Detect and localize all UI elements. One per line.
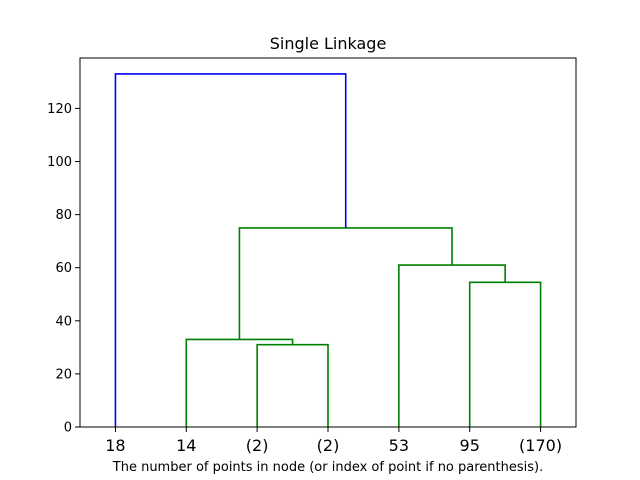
leaf-label: 95 [460, 436, 480, 455]
dendrogram-link [398, 264, 506, 427]
x-axis: 18 14 (2) (2) 53 95 (170) [105, 427, 562, 455]
dendrogram-links [114, 73, 542, 427]
leaf-label: (2) [246, 436, 269, 455]
chart-title: Single Linkage [270, 34, 387, 53]
y-tick-label: 100 [47, 155, 72, 170]
y-tick-label: 60 [55, 261, 72, 276]
dendrogram-link [256, 343, 329, 427]
x-axis-label: The number of points in node (or index o… [112, 460, 543, 475]
dendrogram-link [468, 281, 542, 427]
leaf-label: (170) [519, 436, 562, 455]
dendrogram-link [185, 338, 294, 427]
y-tick-label: 120 [47, 102, 72, 117]
y-tick-label: 0 [64, 421, 72, 436]
dendrogram-link [238, 227, 453, 340]
dendrogram-link [114, 73, 347, 427]
leaf-label: 18 [105, 436, 125, 455]
leaf-label: 14 [176, 436, 196, 455]
y-tick-label: 80 [55, 208, 72, 223]
y-axis: 0 20 40 60 80 100 120 [47, 102, 80, 436]
y-tick-label: 40 [55, 314, 72, 329]
leaf-label: (2) [317, 436, 340, 455]
leaf-label: 53 [389, 436, 409, 455]
y-tick-label: 20 [55, 367, 72, 382]
